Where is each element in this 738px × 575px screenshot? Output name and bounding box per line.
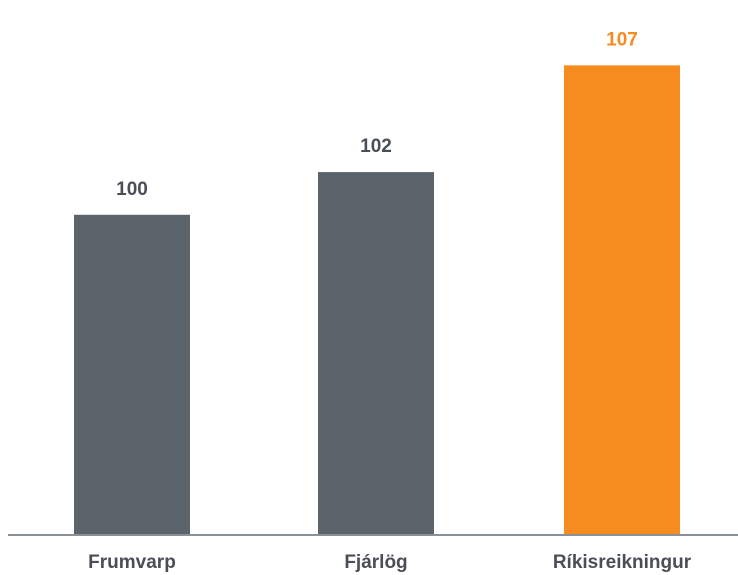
bar-fjárlög: [318, 172, 434, 535]
bar-value-label: 107: [606, 29, 638, 50]
bar-frumvarp: [74, 214, 190, 536]
category-label: Ríkisreikningur: [553, 552, 692, 573]
value-labels-layer: 100 102 107: [116, 29, 638, 199]
bar-ríkisreikningur: [564, 65, 680, 535]
category-label: Frumvarp: [88, 552, 176, 573]
bar-value-label: 100: [116, 179, 148, 200]
category-labels-layer: Frumvarp Fjárlög Ríkisreikningur: [88, 552, 692, 573]
bar-value-label: 102: [360, 136, 392, 157]
bars-layer: [74, 65, 680, 536]
category-label: Fjárlög: [344, 552, 407, 573]
